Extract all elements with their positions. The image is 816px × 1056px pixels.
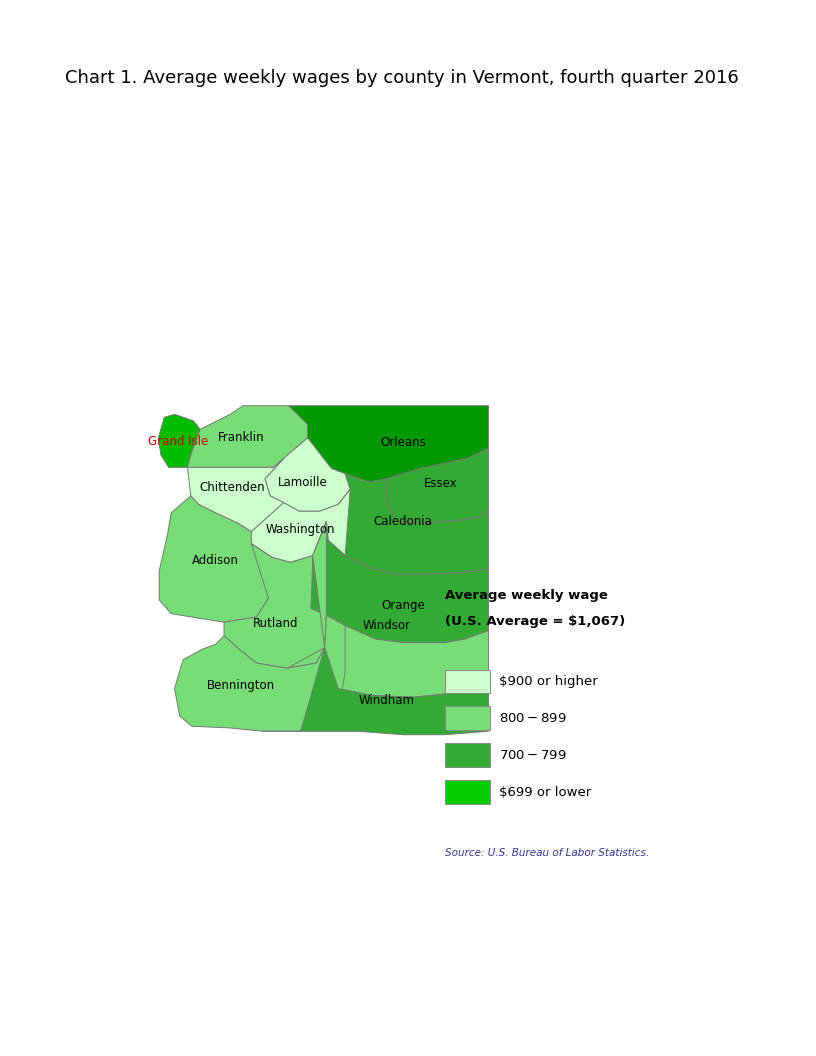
Text: Bennington: Bennington (207, 679, 275, 692)
Text: Addison: Addison (192, 554, 239, 567)
Polygon shape (175, 616, 345, 732)
Text: Orange: Orange (381, 599, 425, 611)
Text: $800-$899: $800-$899 (499, 712, 567, 724)
Text: Caledonia: Caledonia (374, 515, 432, 528)
Text: Windsor: Windsor (362, 619, 410, 633)
Text: Chart 1. Average weekly wages by county in Vermont, fourth quarter 2016: Chart 1. Average weekly wages by county … (65, 69, 739, 87)
Polygon shape (386, 448, 489, 523)
Polygon shape (188, 406, 308, 468)
Text: Windham: Windham (358, 694, 414, 708)
Text: Orleans: Orleans (380, 436, 426, 450)
Text: Essex: Essex (424, 477, 458, 490)
Text: Washington: Washington (266, 524, 335, 536)
Text: $699 or lower: $699 or lower (499, 786, 592, 798)
Polygon shape (326, 474, 489, 574)
Polygon shape (158, 414, 200, 468)
Polygon shape (188, 458, 284, 531)
Polygon shape (265, 438, 350, 511)
Polygon shape (311, 522, 489, 643)
Polygon shape (264, 647, 489, 735)
Text: Franklin: Franklin (218, 431, 264, 445)
Text: $700-$799: $700-$799 (499, 749, 567, 761)
Text: Rutland: Rutland (252, 618, 298, 630)
Text: Grand Isle: Grand Isle (148, 435, 208, 448)
Polygon shape (159, 496, 272, 622)
Polygon shape (287, 522, 489, 697)
Polygon shape (251, 489, 350, 563)
Text: Chittenden: Chittenden (200, 480, 265, 494)
Text: Source: U.S. Bureau of Labor Statistics.: Source: U.S. Bureau of Labor Statistics. (445, 848, 649, 857)
Polygon shape (289, 406, 489, 483)
Text: Average weekly wage: Average weekly wage (445, 589, 608, 602)
Text: $900 or higher: $900 or higher (499, 675, 598, 687)
Polygon shape (224, 544, 326, 668)
Text: (U.S. Average = $1,067): (U.S. Average = $1,067) (445, 616, 625, 628)
Text: Lamoille: Lamoille (277, 475, 327, 489)
